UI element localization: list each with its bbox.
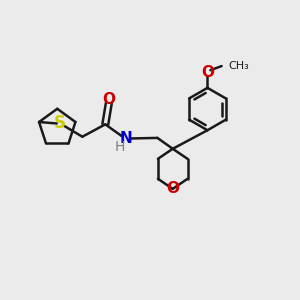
Text: O: O	[166, 181, 179, 196]
Text: N: N	[120, 131, 133, 146]
Text: S: S	[54, 115, 66, 133]
Text: H: H	[115, 140, 125, 154]
Text: O: O	[102, 92, 115, 107]
Text: O: O	[201, 65, 214, 80]
Text: CH₃: CH₃	[228, 61, 249, 71]
